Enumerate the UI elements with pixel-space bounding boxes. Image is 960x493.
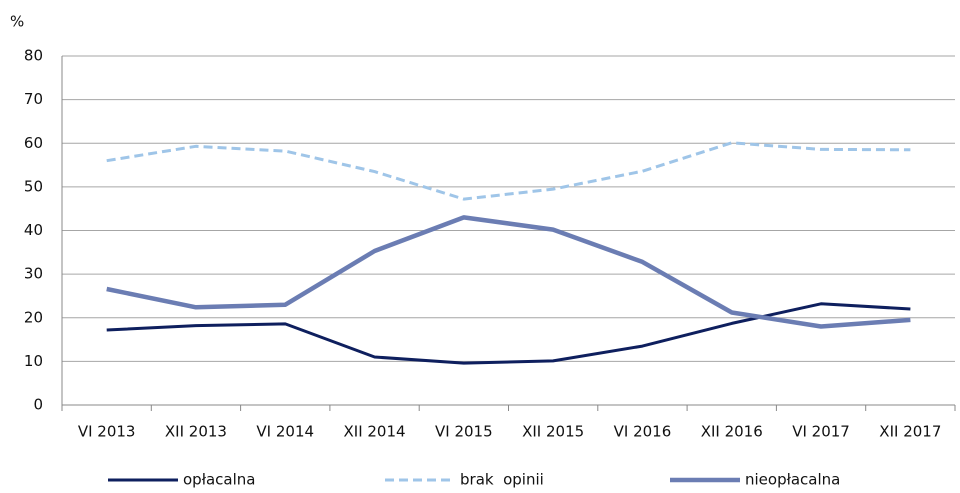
x-tick-label: XII 2016 bbox=[701, 423, 763, 441]
x-tick-label: VI 2013 bbox=[78, 423, 136, 441]
y-tick-label: 30 bbox=[24, 265, 43, 283]
series-line bbox=[106, 302, 911, 365]
x-tick-label: XII 2014 bbox=[344, 423, 406, 441]
series-line bbox=[106, 141, 911, 201]
y-tick-label: 70 bbox=[24, 90, 43, 108]
y-axis-label: % bbox=[10, 13, 24, 31]
y-tick-label: 0 bbox=[33, 396, 43, 414]
x-tick-label: VI 2017 bbox=[792, 423, 850, 441]
x-tick-label: XII 2015 bbox=[522, 423, 584, 441]
y-tick-label: 60 bbox=[24, 134, 43, 152]
y-tick-label: 20 bbox=[24, 308, 43, 326]
series-line bbox=[106, 215, 911, 329]
legend-label: brak opinii bbox=[460, 471, 544, 489]
legend-label: nieopłacalna bbox=[745, 471, 840, 489]
x-tick-label: VI 2016 bbox=[614, 423, 672, 441]
x-tick-label: VI 2014 bbox=[256, 423, 314, 441]
x-tick-label: VI 2015 bbox=[435, 423, 493, 441]
x-tick-label: XII 2017 bbox=[879, 423, 941, 441]
y-tick-label: 40 bbox=[24, 221, 43, 239]
legend-label: opłacalna bbox=[183, 471, 255, 489]
y-tick-label: 10 bbox=[24, 352, 43, 370]
x-tick-label: XII 2013 bbox=[165, 423, 227, 441]
y-tick-label: 80 bbox=[24, 47, 43, 65]
y-tick-label: 50 bbox=[24, 177, 43, 195]
